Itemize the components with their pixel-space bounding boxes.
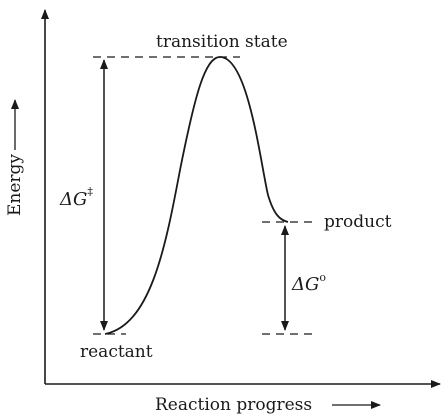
x-axis-label: Reaction progress [155, 395, 312, 415]
free-energy-label: ΔGo [291, 271, 326, 295]
free-energy-superscript: o [319, 271, 326, 284]
reaction-energy-curve [104, 56, 289, 335]
free-energy-symbol: ΔG [291, 274, 319, 295]
transition-state-label: transition state [156, 32, 288, 52]
y-axis-label: Energy [5, 154, 25, 216]
activation-symbol: ΔG [59, 189, 87, 210]
product-label: product [324, 212, 392, 232]
activation-energy-label: ΔG‡ [59, 185, 93, 210]
activation-superscript: ‡ [87, 185, 93, 198]
reactant-label: reactant [80, 342, 153, 362]
